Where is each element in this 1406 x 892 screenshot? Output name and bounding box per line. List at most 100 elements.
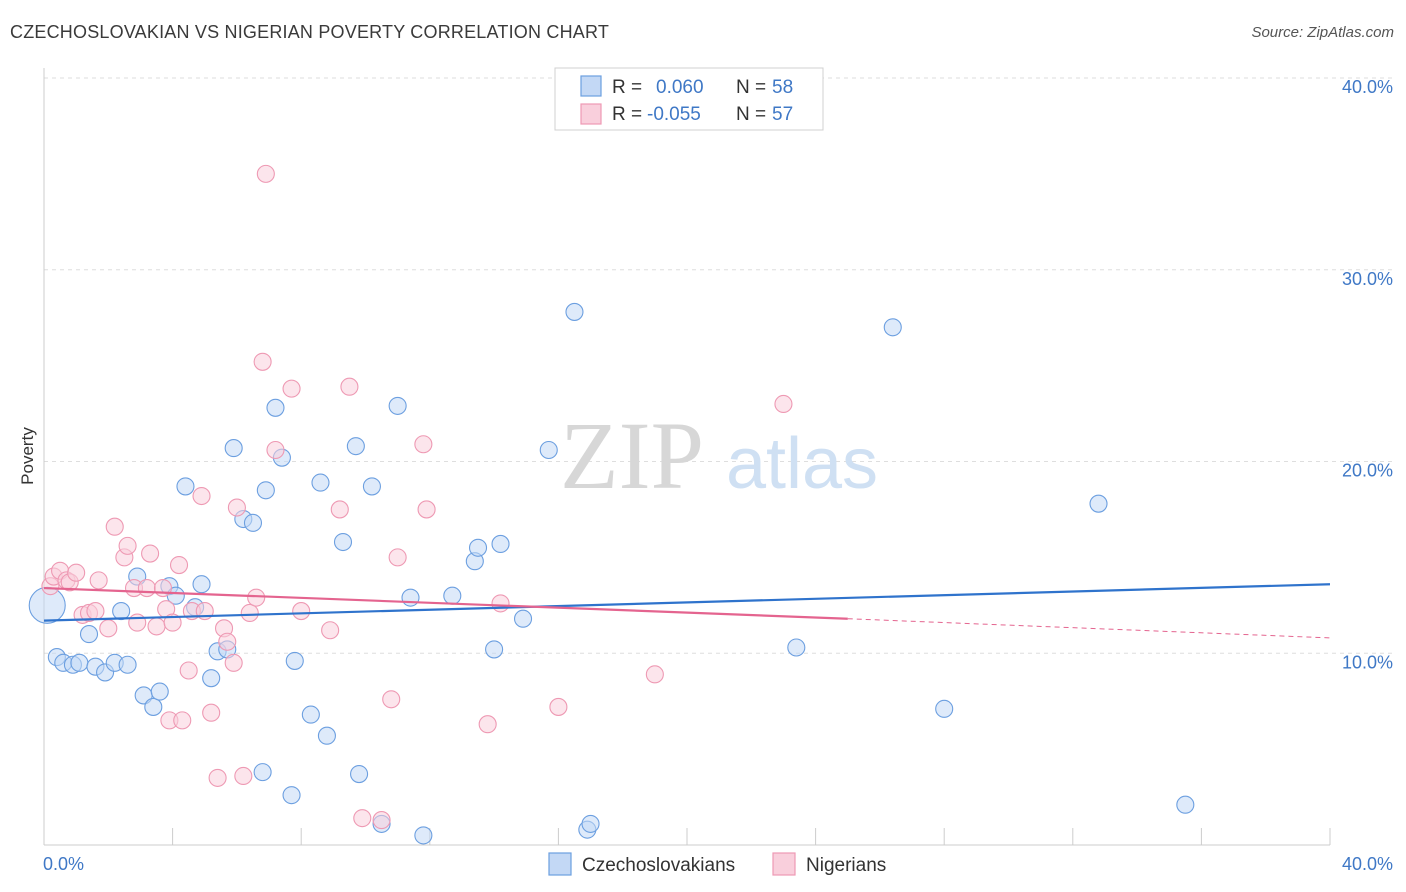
- czechoslovakian-point: [301, 705, 320, 724]
- nigerian-point: [137, 579, 156, 598]
- trend-lines: [43, 583, 1331, 639]
- chart-title: CZECHOSLOVAKIAN VS NIGERIAN POVERTY CORR…: [10, 22, 610, 42]
- nigerian-point: [388, 548, 407, 567]
- legend-label-czechoslovakians: Czechoslovakians: [582, 855, 735, 876]
- czechoslovakian-point: [414, 826, 433, 845]
- czechoslovakian-point: [362, 477, 381, 496]
- czechoslovakian-point: [388, 396, 407, 415]
- stats-r-value: -0.055: [647, 104, 701, 125]
- nigerian-point: [340, 377, 359, 396]
- czechoslovakian-point: [1089, 494, 1108, 513]
- czechoslovakian-point: [317, 726, 336, 745]
- nigerian-point: [292, 602, 311, 621]
- nigerian-point: [89, 571, 108, 590]
- stats-n-value: 57: [772, 104, 793, 125]
- nigerian-point: [382, 690, 401, 709]
- czechoslovakian-point: [787, 638, 806, 657]
- nigerian-point: [227, 498, 246, 517]
- nigerian-point: [141, 544, 160, 563]
- stats-r-label: R =: [612, 104, 642, 125]
- stats-n-label: N =: [736, 104, 766, 125]
- czechoslovakian-point: [883, 318, 902, 337]
- nigerian-point: [266, 440, 285, 460]
- czechoslovakian-point: [468, 538, 488, 557]
- czechoslovakian-point: [485, 640, 504, 659]
- czechoslovakian-point: [333, 532, 353, 552]
- x-tick-label: 40.0%: [1342, 854, 1393, 874]
- czechoslovakian-point: [176, 477, 195, 496]
- czechoslovakian-point: [935, 699, 954, 718]
- czechoslovakian-point: [581, 814, 600, 833]
- czechoslovakian-point: [311, 473, 330, 492]
- czechoslovakian-point: [282, 786, 301, 805]
- stats-n-label: N =: [736, 77, 766, 98]
- czechoslovakian-point: [202, 669, 221, 688]
- czechoslovakian-point: [243, 513, 263, 532]
- y-axis-label: Poverty: [18, 427, 37, 485]
- czechoslovakian-point: [565, 302, 584, 321]
- czechoslovakian-point: [443, 586, 462, 605]
- nigerian-point: [774, 394, 793, 414]
- y-tick-label: 20.0%: [1342, 461, 1393, 481]
- nigerian-point: [173, 711, 192, 730]
- czechoslovakian-point: [70, 653, 89, 672]
- nigerian-point: [417, 500, 436, 519]
- nigerian-point: [414, 435, 433, 454]
- czechoslovakian-point: [350, 765, 369, 784]
- legend-swatch-nigerians: [772, 852, 796, 876]
- nigerian-point: [202, 703, 221, 722]
- czechoslovakian-point: [539, 440, 558, 460]
- czechoslovakian-point: [346, 437, 365, 456]
- y-tick-label: 10.0%: [1342, 652, 1393, 672]
- nigerian-point: [192, 486, 211, 506]
- czechoslovakian-point: [401, 588, 420, 607]
- nigerian-trend-extension: [847, 618, 1331, 639]
- stats-swatch-nigerians: [580, 103, 602, 125]
- czechoslovakian-point: [224, 439, 243, 458]
- nigerian-point: [99, 619, 118, 638]
- czechoslovakian-point: [150, 682, 169, 701]
- czechoslovakian-point: [256, 481, 275, 500]
- czechoslovakian-point: [118, 655, 137, 674]
- czechoslovakian-point: [253, 763, 272, 782]
- nigerian-point: [147, 617, 166, 636]
- nigerian-point: [234, 766, 253, 786]
- nigerian-point: [330, 500, 349, 519]
- watermark-atlas: atlas: [726, 424, 878, 504]
- czechoslovakian-point: [266, 398, 285, 417]
- stats-legend: R = 0.060 N = 58 R = -0.055 N = 57: [554, 67, 824, 131]
- watermark-zip: ZIP: [560, 402, 704, 509]
- nigerian-point: [86, 602, 105, 621]
- nigerian-point: [353, 809, 372, 828]
- x-tick-label: 0.0%: [43, 854, 84, 874]
- nigerian-point: [169, 555, 189, 575]
- stats-swatch-czechoslovakians: [580, 75, 602, 97]
- nigerian-point: [491, 594, 510, 613]
- czechoslovakian-point: [1176, 795, 1195, 814]
- legend-label-nigerians: Nigerians: [806, 855, 886, 876]
- watermark: ZIP atlas: [560, 402, 878, 509]
- nigerian-point: [253, 352, 272, 371]
- nigerian-point: [179, 661, 198, 680]
- nigerian-point: [218, 632, 237, 651]
- czechoslovakian-point: [192, 575, 211, 594]
- nigerian-trend-line: [43, 586, 848, 620]
- stats-r-value: 0.060: [656, 77, 704, 98]
- nigerian-point: [645, 665, 664, 684]
- czechoslovakian-point: [285, 651, 304, 670]
- legend-swatch-czechoslovakians: [548, 852, 572, 876]
- nigerian-point: [153, 579, 173, 598]
- nigerian-point: [256, 164, 275, 183]
- nigerian-point: [67, 563, 86, 582]
- stats-r-label: R =: [612, 77, 642, 98]
- czechoslovakian-trend-line: [43, 583, 1331, 622]
- y-tick-label: 40.0%: [1342, 77, 1393, 97]
- y-tick-label: 30.0%: [1342, 269, 1393, 289]
- czechoslovakian-point: [144, 697, 163, 716]
- czechoslovakian-point: [491, 534, 510, 554]
- nigerian-point: [224, 653, 243, 672]
- stats-n-value: 58: [772, 77, 793, 98]
- nigerian-point: [549, 697, 568, 716]
- source-label: Source: ZipAtlas.com: [1251, 24, 1394, 41]
